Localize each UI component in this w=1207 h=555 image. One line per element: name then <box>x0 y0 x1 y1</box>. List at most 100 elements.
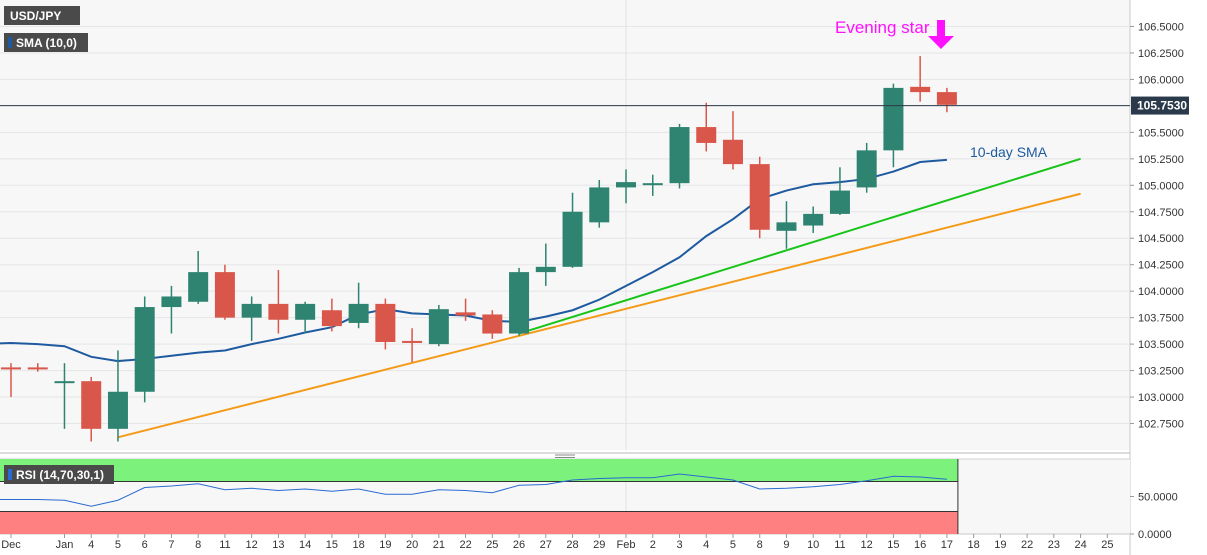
y-tick-label: 104.0000 <box>1138 286 1184 298</box>
candle-body <box>589 187 610 223</box>
x-tick-label: 20 <box>406 539 418 551</box>
candle <box>562 192 583 268</box>
candle <box>134 296 155 403</box>
candle <box>910 56 931 102</box>
rsi-label: RSI (14,70,30,1) <box>16 468 104 482</box>
candle <box>883 83 904 168</box>
x-tick-label: 10 <box>807 539 819 551</box>
candle-body <box>616 182 637 188</box>
candle-body <box>81 381 102 429</box>
candle <box>348 282 369 329</box>
candle-body <box>241 303 262 318</box>
candle <box>81 376 102 442</box>
candle-body <box>722 139 743 165</box>
x-tick-label: 16 <box>914 539 926 551</box>
candle <box>722 111 743 170</box>
x-tick-label: 18 <box>968 539 980 551</box>
x-tick-label: 25 <box>1101 539 1113 551</box>
x-tick-label: 4 <box>703 539 709 551</box>
x-tick-label: 4 <box>88 539 94 551</box>
candle <box>642 174 663 196</box>
x-tick-label: 15 <box>326 539 338 551</box>
rsi-y-tick-label: 50.0000 <box>1138 492 1178 504</box>
candle <box>295 301 316 334</box>
candle <box>321 298 342 332</box>
current-price-tag: 105.7530 <box>1131 96 1189 115</box>
candle <box>54 363 75 429</box>
y-tick-label: 103.0000 <box>1138 392 1184 404</box>
candle <box>669 123 690 189</box>
x-tick-label: 9 <box>783 539 789 551</box>
rsi-zones <box>0 459 959 534</box>
y-tick-label: 106.5000 <box>1138 21 1184 33</box>
x-tick-label: 21 <box>433 539 445 551</box>
candle-body <box>321 310 342 327</box>
trendline-orange <box>117 192 1081 439</box>
candle-body <box>295 303 316 320</box>
x-tick-label: Dec <box>1 539 21 551</box>
x-tick-label: 28 <box>566 539 578 551</box>
candle <box>402 328 423 363</box>
x-tick-label: 3 <box>676 539 682 551</box>
candle-body <box>375 303 396 342</box>
indicator-label: SMA (10,0) <box>16 36 77 50</box>
candle-body <box>803 213 824 226</box>
candle-body <box>883 87 904 151</box>
y-tick-label: 103.2500 <box>1138 366 1184 378</box>
candle-body <box>54 381 75 384</box>
rsi-oversold-zone <box>0 511 958 534</box>
candle-body <box>27 367 48 370</box>
y-tick-label: 104.2500 <box>1138 260 1184 272</box>
candle-body <box>107 391 128 429</box>
x-tick-label: 13 <box>272 539 284 551</box>
candle-body <box>268 303 289 320</box>
candle <box>829 167 850 215</box>
sma-path <box>0 158 947 363</box>
trendline-green <box>518 157 1081 335</box>
x-tick-label: 24 <box>1074 539 1086 551</box>
x-tick-label: 8 <box>195 539 201 551</box>
current-price-value: 105.7530 <box>1137 99 1187 113</box>
x-tick-label: 19 <box>994 539 1006 551</box>
rsi-legend[interactable]: RSI (14,70,30,1) <box>4 465 114 484</box>
y-tick-label: 105.0000 <box>1138 180 1184 192</box>
x-tick-label: 14 <box>299 539 311 551</box>
evening-star-annotation: Evening star <box>835 18 930 37</box>
y-axis: 102.7500 103.0000 103.2500 103.5000 103.7500… <box>1130 21 1184 431</box>
rsi-line <box>0 473 947 507</box>
y-tick-label: 103.7500 <box>1138 313 1184 325</box>
x-tick-label: 19 <box>379 539 391 551</box>
x-tick-label: 6 <box>142 539 148 551</box>
candle-body <box>669 127 690 184</box>
candle-body <box>642 183 663 186</box>
sma-annotation: 10-day SMA <box>970 144 1048 160</box>
candle <box>455 298 476 321</box>
x-tick-label: 11 <box>219 539 230 551</box>
candle <box>268 270 289 334</box>
rsi-y-tick-label: 0.0000 <box>1138 529 1172 541</box>
candle-body <box>856 150 877 188</box>
candle-body <box>161 296 182 308</box>
x-tick-label: Feb <box>617 539 636 551</box>
candle-body <box>776 222 797 231</box>
x-tick-label: 18 <box>352 539 364 551</box>
x-axis: Dec Jan 4 5 6 7 8 11 12 13 14 15 18 19 20 21 22 25 26 27 28 2… <box>1 534 1113 551</box>
symbol-label: USD/JPY <box>10 9 61 23</box>
x-tick-label: 11 <box>834 539 845 551</box>
candle <box>1 363 21 398</box>
x-tick-label: 5 <box>730 539 736 551</box>
y-tick-label: 103.5000 <box>1138 339 1184 351</box>
candle-body <box>188 272 209 302</box>
y-tick-label: 105.2500 <box>1138 154 1184 166</box>
candle <box>241 296 262 341</box>
symbol-legend[interactable]: USD/JPY <box>4 6 80 25</box>
down-arrow-icon <box>928 20 954 49</box>
y-tick-label: 104.7500 <box>1138 207 1184 219</box>
candle <box>509 267 530 336</box>
indicator-legend[interactable]: SMA (10,0) <box>4 33 88 52</box>
candle-body <box>482 314 503 334</box>
panel-resize-handle[interactable] <box>555 454 575 458</box>
candle <box>776 201 797 249</box>
x-tick-label: 29 <box>593 539 605 551</box>
candle-body <box>1 367 21 370</box>
